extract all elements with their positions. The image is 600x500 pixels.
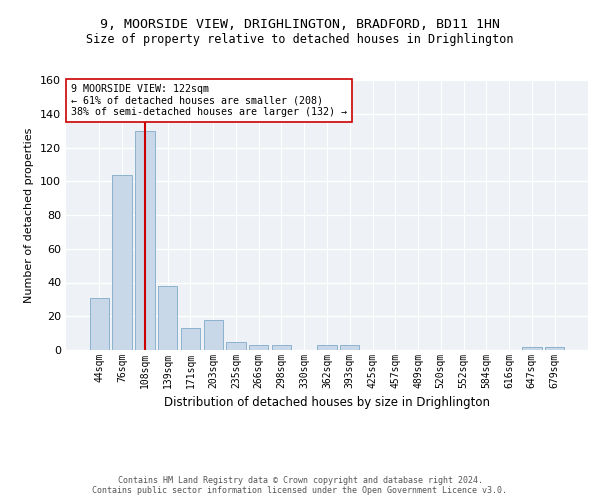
Bar	[249, 345, 268, 350]
Text: 9 MOORSIDE VIEW: 122sqm
← 61% of detached houses are smaller (208)
38% of semi-d: 9 MOORSIDE VIEW: 122sqm ← 61% of detache…	[71, 84, 347, 117]
Bar	[522, 346, 542, 350]
Bar	[112, 174, 132, 350]
Bar	[226, 342, 245, 350]
Bar	[181, 328, 200, 350]
Bar	[158, 286, 178, 350]
Text: 9, MOORSIDE VIEW, DRIGHLINGTON, BRADFORD, BD11 1HN: 9, MOORSIDE VIEW, DRIGHLINGTON, BRADFORD…	[100, 18, 500, 30]
Bar	[203, 320, 223, 350]
Y-axis label: Number of detached properties: Number of detached properties	[25, 128, 34, 302]
Text: Contains HM Land Registry data © Crown copyright and database right 2024.
Contai: Contains HM Land Registry data © Crown c…	[92, 476, 508, 495]
Bar	[90, 298, 109, 350]
Bar	[272, 345, 291, 350]
X-axis label: Distribution of detached houses by size in Drighlington: Distribution of detached houses by size …	[164, 396, 490, 409]
Text: Size of property relative to detached houses in Drighlington: Size of property relative to detached ho…	[86, 32, 514, 46]
Bar	[317, 345, 337, 350]
Bar	[545, 346, 564, 350]
Bar	[135, 130, 155, 350]
Bar	[340, 345, 359, 350]
